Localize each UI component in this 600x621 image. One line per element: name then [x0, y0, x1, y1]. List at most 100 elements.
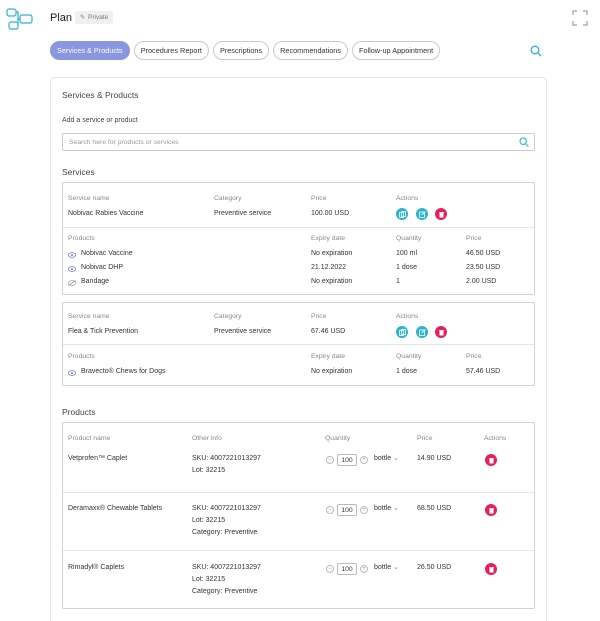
increase-qty-button[interactable]: + — [360, 506, 368, 514]
divider — [63, 227, 534, 228]
product-search-field — [62, 133, 535, 151]
service-name: Nobivac Rabies Vaccine — [68, 210, 144, 217]
product-name: Rimadyl® Caplets — [68, 564, 125, 571]
copy-icon[interactable] — [396, 326, 408, 338]
product-name: Bravecto® Chews for Dogs — [81, 368, 166, 375]
lot-label: Lot: — [192, 517, 204, 524]
product-price: 14.90 USD — [417, 455, 452, 462]
increase-qty-button[interactable]: + — [360, 456, 368, 464]
service-price: 100.00 USD — [311, 210, 350, 217]
col-service-name: Service name — [68, 195, 110, 202]
tab-bar: Services & Products Procedures Report Pr… — [50, 41, 441, 60]
lot-value: 32215 — [205, 576, 226, 583]
lot-value: 32215 — [205, 517, 226, 524]
col-quantity: Quantity — [396, 353, 422, 360]
edit-icon[interactable] — [416, 208, 428, 220]
service-price: 67.46 USD — [311, 328, 346, 335]
product-search-input[interactable] — [63, 134, 503, 150]
page-title: Plan — [50, 12, 73, 24]
unit-select[interactable]: bottle ⌄ — [374, 504, 399, 513]
product-info: SKU: 4007221013297 Lot: 32215 Category: … — [192, 503, 261, 539]
tab-follow-up-appointment[interactable]: Follow-up Appointment — [351, 41, 441, 60]
fullscreen-icon[interactable] — [572, 10, 588, 26]
service-name: Flea & Tick Prevention — [68, 328, 139, 335]
products-heading: Products — [62, 407, 96, 417]
col-products: Products — [68, 235, 95, 242]
services-products-card — [50, 77, 547, 621]
tab-recommendations[interactable]: Recommendations — [273, 41, 348, 60]
add-item-label: Add a service or product — [62, 117, 138, 124]
section-title: Services & Products — [62, 90, 139, 100]
service-category: Preventive service — [214, 328, 272, 335]
divider — [63, 344, 534, 345]
col-product-price: Price — [466, 235, 482, 242]
category-value: Preventive — [224, 588, 258, 595]
col-actions: Actions — [396, 313, 419, 320]
col-service-name: Service name — [68, 313, 110, 320]
eye-icon[interactable] — [68, 252, 76, 258]
eye-icon[interactable] — [68, 266, 76, 272]
products-table: Product name Other info Quantity Price A… — [62, 422, 535, 609]
sku-value: 4007221013297 — [210, 455, 261, 462]
quantity-input[interactable] — [337, 563, 357, 575]
delete-icon[interactable] — [485, 563, 497, 575]
product-price: 57.46 USD — [466, 368, 501, 375]
services-heading: Services — [62, 167, 95, 177]
eye-off-icon[interactable] — [68, 280, 76, 286]
sku-value: 4007221013297 — [210, 505, 261, 512]
service-card: Service name Category Price Actions Nobi… — [62, 182, 535, 295]
col-price: Price — [311, 195, 327, 202]
lock-icon: ✎ — [80, 15, 86, 21]
product-price: 2.00 USD — [466, 278, 497, 285]
col-quantity: Quantity — [325, 435, 351, 442]
tab-services-products[interactable]: Services & Products — [50, 41, 130, 60]
search-icon[interactable] — [519, 137, 529, 147]
col-expiry: Expiry date — [311, 235, 346, 242]
privacy-badge: ✎ Private — [75, 11, 114, 24]
delete-icon[interactable] — [485, 504, 497, 516]
col-product-price: Price — [466, 353, 482, 360]
divider — [63, 550, 534, 551]
chevron-down-icon: ⌄ — [393, 455, 399, 462]
search-icon[interactable] — [530, 45, 542, 57]
col-actions: Actions — [484, 435, 507, 442]
increase-qty-button[interactable]: + — [360, 565, 368, 573]
product-expiry: No expiration — [311, 368, 353, 375]
product-name: Nobivac Vaccine — [81, 250, 133, 257]
delete-icon[interactable] — [485, 454, 497, 466]
col-category: Category — [214, 195, 242, 202]
app-logo-icon — [6, 8, 33, 30]
sku-label: SKU: — [192, 564, 209, 571]
tab-procedures-report[interactable]: Procedures Report — [133, 41, 209, 60]
product-quantity: 1 dose — [396, 368, 418, 375]
delete-icon[interactable] — [435, 208, 447, 220]
unit-select[interactable]: bottle ⌄ — [374, 563, 399, 572]
category-value: Preventive — [224, 529, 258, 536]
copy-icon[interactable] — [396, 208, 408, 220]
decrease-qty-button[interactable]: − — [326, 456, 334, 464]
sku-label: SKU: — [192, 455, 209, 462]
product-quantity: 1 dose — [396, 264, 418, 271]
product-info: SKU: 4007221013297 Lot: 32215 Category: … — [192, 562, 261, 598]
unit-value: bottle — [374, 454, 392, 462]
product-name: Bandage — [81, 278, 110, 285]
product-name: Nobivac DHP — [81, 264, 124, 271]
product-name: Vetprofen™ Caplet — [68, 455, 128, 462]
product-expiry: 21.12.2022 — [311, 264, 347, 271]
decrease-qty-button[interactable]: − — [326, 506, 334, 514]
edit-icon[interactable] — [416, 326, 428, 338]
col-price: Price — [417, 435, 433, 442]
quantity-input[interactable] — [337, 454, 357, 466]
product-expiry: No expiration — [311, 250, 353, 257]
col-quantity: Quantity — [396, 235, 422, 242]
chevron-down-icon: ⌄ — [393, 505, 399, 512]
eye-icon[interactable] — [68, 370, 76, 376]
decrease-qty-button[interactable]: − — [326, 565, 334, 573]
quantity-input[interactable] — [337, 504, 357, 516]
delete-icon[interactable] — [435, 326, 447, 338]
tab-prescriptions[interactable]: Prescriptions — [212, 41, 270, 60]
unit-select[interactable]: bottle ⌄ — [374, 454, 399, 463]
product-quantity: 1 — [396, 278, 400, 285]
sku-value: 4007221013297 — [210, 564, 261, 571]
chevron-down-icon: ⌄ — [393, 564, 399, 571]
